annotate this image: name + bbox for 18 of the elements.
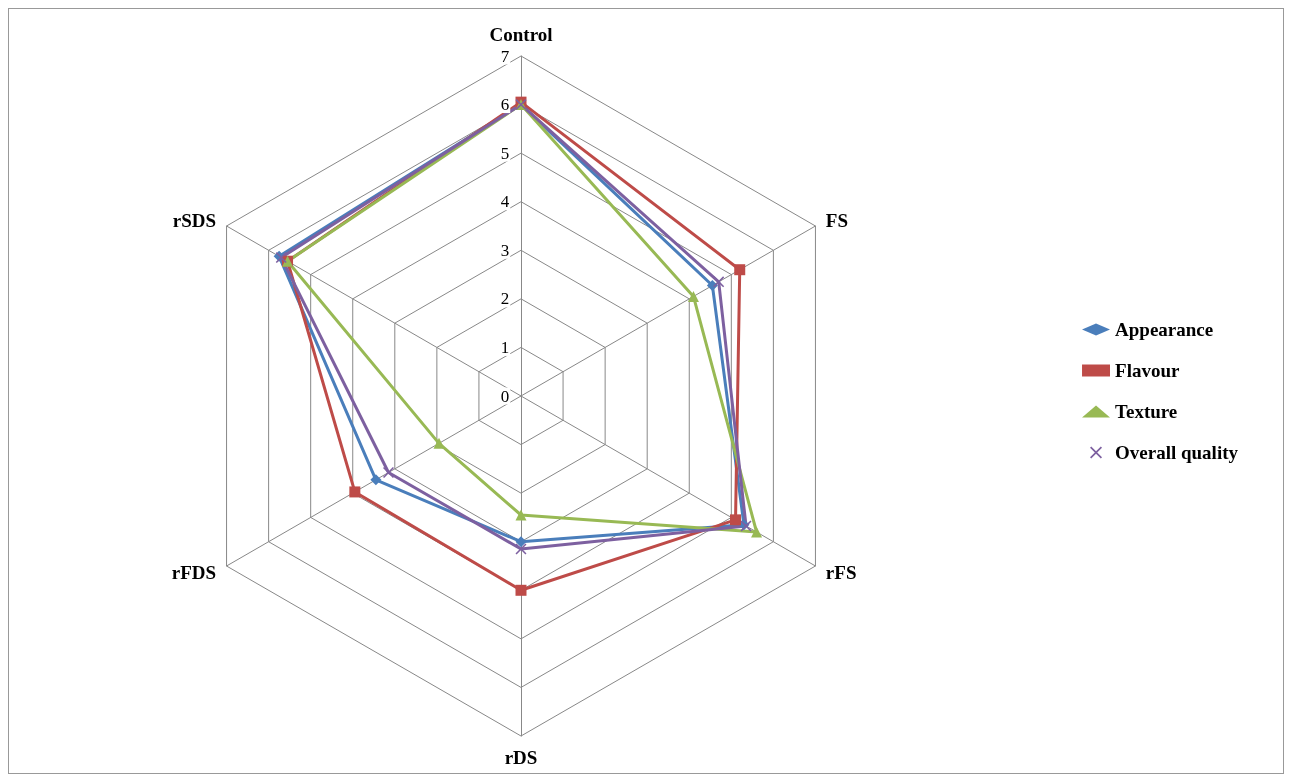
y-tick-label: 1 xyxy=(500,337,510,357)
y-tick-label: 7 xyxy=(500,46,510,66)
y-tick-label: 5 xyxy=(500,143,510,163)
legend-label: Flavour xyxy=(1115,360,1180,381)
y-tick-label: 0 xyxy=(500,386,510,406)
spoke-label: rDS xyxy=(504,747,538,768)
spoke-label: Control xyxy=(489,24,553,45)
y-tick-label: 6 xyxy=(500,95,510,115)
spoke-label: FS xyxy=(825,209,849,231)
y-tick-label: 2 xyxy=(500,289,510,309)
spoke-label: rSDS xyxy=(172,209,217,231)
y-tick-label: 4 xyxy=(500,192,510,212)
legend-label: Appearance xyxy=(1115,319,1214,340)
spoke-label: rFDS xyxy=(171,561,217,583)
y-tick-label: 3 xyxy=(500,240,510,260)
legend-label: Overall quality xyxy=(1115,442,1239,463)
legend-label: Texture xyxy=(1115,401,1178,422)
spoke-label: rFS xyxy=(825,561,857,583)
